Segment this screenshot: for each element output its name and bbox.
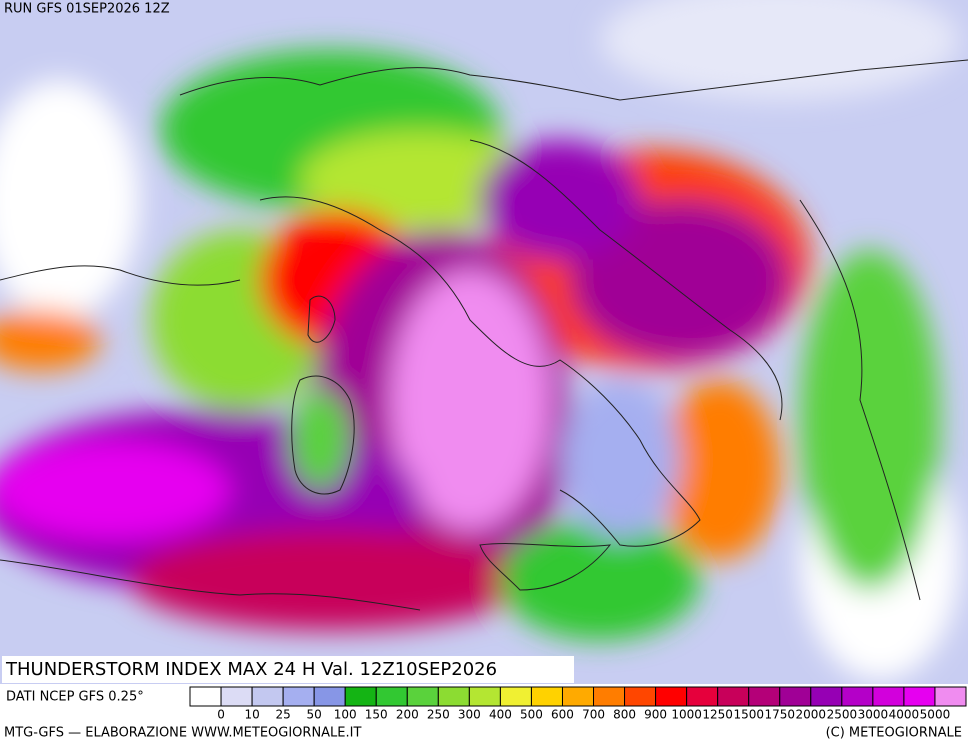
legend-swatch xyxy=(841,686,874,707)
legend-label: 1000 xyxy=(671,708,702,722)
legend-label: 100 xyxy=(334,708,357,722)
legend-label: 3000 xyxy=(858,708,889,722)
legend-label: 300 xyxy=(458,708,481,722)
legend-swatch xyxy=(189,686,222,707)
legend-label: 2500 xyxy=(827,708,858,722)
legend-label: 1500 xyxy=(733,708,764,722)
legend-swatch xyxy=(499,686,532,707)
source-label: DATI NCEP GFS 0.25° xyxy=(6,690,144,705)
legend-swatch xyxy=(810,686,843,707)
legend: 0 10 25 50 100 150 200 250 300 400 500 600 700 800 900… xyxy=(189,686,967,722)
legend-label: 150 xyxy=(365,708,388,722)
legend-swatch xyxy=(903,686,936,707)
legend-swatch xyxy=(437,686,470,707)
legend-label: 400 xyxy=(489,708,512,722)
legend-swatch xyxy=(717,686,750,707)
legend-label: 500 xyxy=(520,708,543,722)
credit-left: MTG-GFS — ELABORAZIONE WWW.METEOGIORNALE… xyxy=(4,726,361,741)
legend-swatch xyxy=(593,686,626,707)
legend-label: 1750 xyxy=(764,708,795,722)
legend-label: 600 xyxy=(551,708,574,722)
run-label: RUN GFS 01SEP2026 12Z xyxy=(4,2,170,17)
legend-label: 200 xyxy=(396,708,419,722)
legend-swatch xyxy=(530,686,563,707)
legend-swatch xyxy=(779,686,812,707)
legend-label: 0 xyxy=(217,708,225,722)
legend-swatch xyxy=(934,686,967,707)
legend-swatch xyxy=(872,686,905,707)
legend-swatch xyxy=(375,686,408,707)
legend-label: 10 xyxy=(244,708,259,722)
legend-swatch xyxy=(313,686,346,707)
legend-label: 5000 xyxy=(920,708,951,722)
legend-swatch xyxy=(561,686,595,707)
legend-swatch xyxy=(282,686,315,707)
legend-swatch xyxy=(655,686,688,707)
legend-label: 1250 xyxy=(702,708,733,722)
legend-label: 50 xyxy=(307,708,322,722)
legend-label: 2000 xyxy=(796,708,827,722)
legend-swatch xyxy=(624,686,657,707)
legend-swatch xyxy=(251,686,284,707)
legend-label: 900 xyxy=(644,708,667,722)
legend-label: 250 xyxy=(427,708,450,722)
title-box xyxy=(2,656,574,683)
legend-label: 800 xyxy=(613,708,636,722)
legend-label: 4000 xyxy=(889,708,920,722)
map-title: THUNDERSTORM INDEX MAX 24 H Val. 12Z10SE… xyxy=(5,659,497,680)
legend-swatch xyxy=(468,686,501,707)
legend-swatch xyxy=(344,686,377,707)
legend-swatch xyxy=(220,686,253,707)
credit-right: (C) METEOGIORNALE xyxy=(826,726,962,741)
legend-swatch xyxy=(686,686,719,707)
legend-swatch xyxy=(748,686,781,707)
map xyxy=(0,0,968,684)
legend-swatch xyxy=(406,686,439,707)
legend-label: 25 xyxy=(275,708,290,722)
legend-label: 700 xyxy=(582,708,605,722)
